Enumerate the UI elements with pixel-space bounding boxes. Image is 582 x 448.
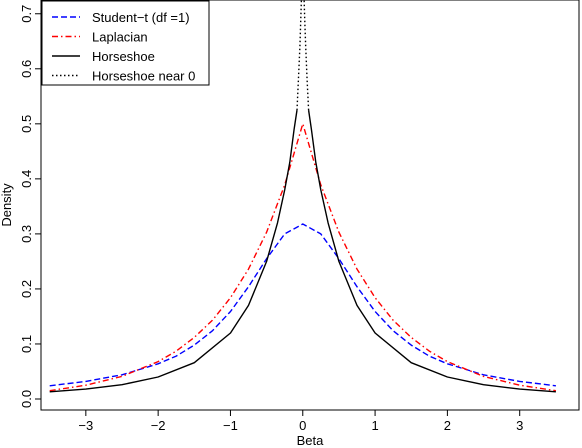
y-tick-label: 0.6 <box>19 60 34 78</box>
series-line-4 <box>296 0 303 111</box>
legend-label: Laplacian <box>92 30 148 45</box>
legend-label: Horseshoe <box>92 49 155 64</box>
y-tick-label: 0.0 <box>19 390 34 408</box>
legend: Student−t (df =1) Laplacian Horseshoe Horse… <box>41 0 210 86</box>
y-tick-label: 0.5 <box>19 115 34 133</box>
series-layer <box>49 0 557 393</box>
x-tick-label: −3 <box>78 418 93 433</box>
x-tick-label: −1 <box>223 418 238 433</box>
legend-label: Horseshoe near 0 <box>92 69 195 84</box>
x-tick-label: 3 <box>516 418 523 433</box>
series-line-2 <box>49 109 298 393</box>
y-tick-label: 0.2 <box>19 280 34 298</box>
x-tick-label: −2 <box>151 418 166 433</box>
x-tick-label: 2 <box>444 418 451 433</box>
legend-label: Student−t (df =1) <box>92 10 190 25</box>
y-axis: 0.0 0.1 0.2 0.3 0.4 0.5 0.6 0.7 <box>19 5 41 408</box>
y-tick-label: 0.7 <box>19 5 34 23</box>
series-line-3 <box>307 109 556 393</box>
x-axis: −3 −2 −1 0 1 2 3 <box>78 410 523 433</box>
series-line-1 <box>49 123 557 392</box>
x-tick-label: 1 <box>371 418 378 433</box>
x-tick-label: 0 <box>299 418 306 433</box>
y-tick-label: 0.4 <box>19 170 34 188</box>
y-tick-label: 0.3 <box>19 225 34 243</box>
series-line-5 <box>303 0 310 111</box>
y-tick-label: 0.1 <box>19 335 34 353</box>
x-axis-title: Beta <box>297 433 325 448</box>
series-line-0 <box>49 223 556 387</box>
legend-box <box>41 0 210 86</box>
y-axis-title: Density <box>0 183 14 227</box>
plot-frame <box>40 0 580 411</box>
